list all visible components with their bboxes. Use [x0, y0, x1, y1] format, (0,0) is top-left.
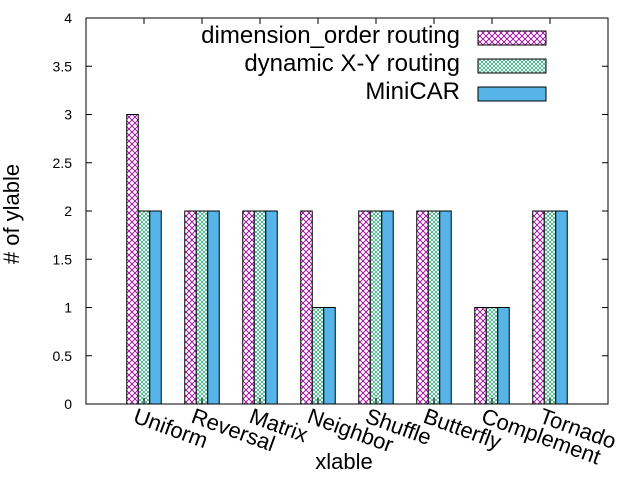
- bar-matrix-series-0: [242, 210, 255, 405]
- legend-swatch: [477, 58, 547, 74]
- bar-butterfly-series-0: [416, 210, 429, 405]
- y-tick-label: 3: [64, 107, 72, 123]
- bar-tornado-series-0: [532, 210, 545, 405]
- y-tick-label: 2.5: [53, 155, 73, 171]
- y-tick-label: 4: [64, 10, 72, 26]
- bar-complement-series-2: [497, 307, 510, 405]
- bar-matrix-series-1: [253, 210, 267, 405]
- bars-group: [126, 114, 568, 405]
- bar-complement-series-1: [485, 307, 499, 405]
- bar-reversal-series-0: [184, 210, 197, 405]
- bar-shuffle-series-2: [381, 210, 394, 405]
- x-axis-label: xlable: [315, 449, 372, 474]
- bar-matrix-series-2: [265, 210, 278, 405]
- legend-label: dimension_order routing: [201, 22, 460, 49]
- y-tick-label: 1: [64, 300, 72, 316]
- bar-neighbor-series-0: [300, 210, 313, 405]
- bar-neighbor-series-2: [323, 307, 336, 405]
- legend-swatch: [477, 30, 547, 46]
- bar-neighbor-series-1: [311, 307, 325, 405]
- legend-swatch: [477, 86, 547, 102]
- legend-label: MiniCAR: [365, 78, 460, 105]
- y-tick-label: 3.5: [53, 58, 73, 74]
- bar-uniform-series-2: [149, 210, 162, 405]
- bar-tornado-series-2: [555, 210, 568, 405]
- y-tick-label: 0: [64, 396, 72, 412]
- bar-uniform-series-1: [137, 210, 151, 405]
- bar-butterfly-series-1: [427, 210, 441, 405]
- legend-label: dynamic X-Y routing: [244, 50, 460, 77]
- bar-reversal-series-2: [207, 210, 220, 405]
- y-axis: 0 0.5 1 1.5 2 2.5 3 3.5 4: [53, 10, 608, 412]
- bar-butterfly-series-2: [439, 210, 452, 405]
- y-axis-label: # of ylable: [0, 164, 24, 264]
- bar-shuffle-series-0: [358, 210, 371, 405]
- y-tick-label: 2: [64, 203, 72, 219]
- bar-shuffle-series-1: [369, 210, 383, 405]
- y-tick-label: 0.5: [53, 348, 73, 364]
- bar-uniform-series-0: [126, 114, 139, 405]
- bar-tornado-series-1: [543, 210, 557, 405]
- bar-reversal-series-1: [195, 210, 209, 405]
- y-tick-label: 1.5: [53, 251, 73, 267]
- bar-complement-series-0: [474, 307, 487, 405]
